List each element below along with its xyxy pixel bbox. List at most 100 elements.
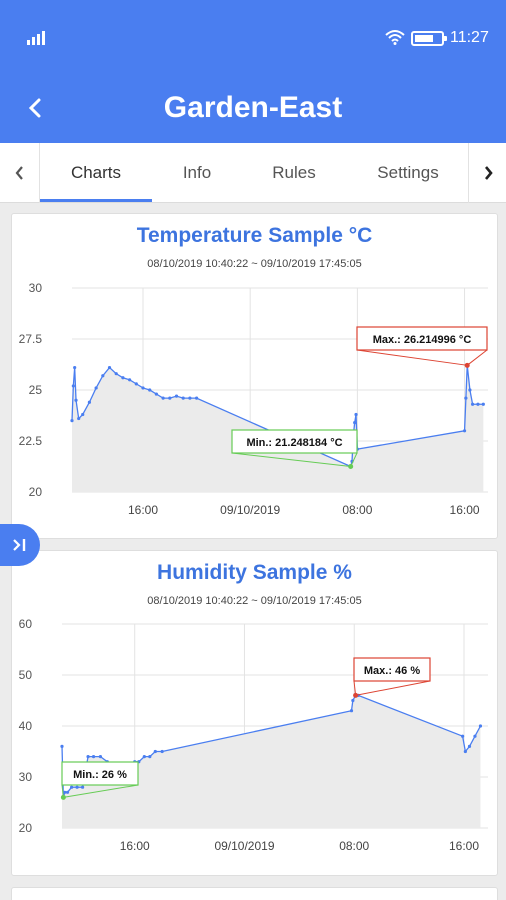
data-point bbox=[142, 755, 146, 759]
y-tick-label: 25 bbox=[29, 383, 43, 397]
data-point bbox=[65, 790, 70, 794]
tab-charts[interactable]: Charts bbox=[70, 163, 122, 182]
x-tick-label: 16:00 bbox=[450, 503, 480, 517]
next-chart-card bbox=[11, 887, 498, 900]
series-area bbox=[62, 695, 481, 828]
tab-settings[interactable]: Settings bbox=[377, 163, 439, 182]
expand-panel-button[interactable] bbox=[0, 524, 40, 566]
tab-scroll-left-button[interactable] bbox=[0, 143, 40, 203]
data-point bbox=[94, 386, 98, 390]
min-point bbox=[60, 794, 66, 800]
page-title: Garden-East bbox=[163, 91, 343, 124]
data-point bbox=[73, 365, 77, 370]
data-point bbox=[463, 749, 467, 754]
data-point bbox=[467, 744, 472, 748]
active-tab-indicator bbox=[40, 199, 152, 202]
max-label: Max.: 26.214996 °C bbox=[373, 334, 472, 346]
data-point bbox=[98, 755, 103, 759]
y-tick-label: 40 bbox=[19, 719, 33, 733]
y-tick-label: 60 bbox=[19, 617, 33, 631]
data-point bbox=[70, 785, 74, 789]
data-point bbox=[153, 749, 157, 754]
data-point bbox=[141, 386, 145, 390]
data-point bbox=[481, 402, 485, 406]
x-tick-label: 08:00 bbox=[342, 503, 372, 517]
data-point bbox=[60, 744, 64, 748]
data-point bbox=[63, 790, 67, 794]
y-tick-label: 27.5 bbox=[19, 332, 43, 346]
y-tick-label: 30 bbox=[29, 281, 43, 295]
data-point bbox=[461, 734, 465, 738]
max-point bbox=[353, 692, 359, 698]
data-point bbox=[168, 396, 172, 400]
data-point bbox=[81, 412, 85, 417]
chart-title: Humidity Sample % bbox=[157, 561, 352, 584]
chart-title: Temperature Sample °C bbox=[136, 224, 373, 247]
data-point bbox=[134, 382, 138, 386]
status-bar: 11:27 bbox=[0, 0, 506, 78]
data-point bbox=[476, 402, 480, 406]
humidity-chart: 20 30 40 50 60 16:00 09/10/2019 08:00 16:00 Max.:… bbox=[19, 617, 488, 853]
data-point bbox=[161, 396, 165, 400]
data-point bbox=[70, 419, 74, 423]
chart-date-range: 08/10/2019 10:40:22 ~ 09/10/2019 17:45:0… bbox=[147, 595, 362, 607]
data-point bbox=[154, 392, 159, 396]
data-point bbox=[148, 755, 152, 759]
min-label-box bbox=[61, 761, 139, 786]
min-label-box bbox=[231, 429, 358, 454]
data-point bbox=[194, 396, 199, 400]
max-marker-line bbox=[466, 349, 488, 366]
data-point bbox=[462, 429, 467, 433]
data-point bbox=[87, 400, 92, 404]
data-point bbox=[86, 755, 90, 759]
wifi-icon bbox=[385, 30, 405, 45]
x-tick-label: 08:00 bbox=[339, 839, 369, 853]
chevron-right-icon bbox=[484, 166, 493, 180]
data-point bbox=[75, 785, 79, 789]
data-point bbox=[349, 709, 354, 713]
humidity-chart-card: Humidity Sample % 08/10/2019 10:40:22 ~ … bbox=[11, 550, 498, 876]
x-tick-label: 16:00 bbox=[449, 839, 479, 853]
x-tick-label: 16:00 bbox=[120, 839, 150, 853]
max-point bbox=[464, 362, 470, 368]
data-point bbox=[114, 372, 118, 376]
min-label: Min.: 21.248184 °C bbox=[246, 437, 342, 449]
series-line bbox=[71, 365, 484, 468]
x-tick-label: 09/10/2019 bbox=[220, 503, 280, 517]
data-point bbox=[101, 374, 105, 378]
battery-icon bbox=[411, 31, 447, 46]
data-point bbox=[181, 396, 185, 400]
expand-right-icon bbox=[13, 539, 26, 551]
y-tick-label: 50 bbox=[19, 668, 33, 682]
data-point bbox=[77, 416, 81, 421]
max-label: Max.: 46 % bbox=[364, 665, 420, 677]
tab-rules[interactable]: Rules bbox=[272, 163, 316, 182]
temperature-chart-card: Temperature Sample °C 08/10/2019 10:40:2… bbox=[11, 213, 498, 539]
data-point bbox=[468, 388, 472, 392]
data-point bbox=[351, 698, 355, 703]
tab-bar: Charts Info Rules Settings bbox=[0, 143, 506, 203]
min-point bbox=[348, 464, 354, 469]
app-bar: 11:27 Garden-East bbox=[0, 0, 506, 143]
min-marker-line bbox=[63, 784, 139, 798]
back-arrow-icon[interactable] bbox=[22, 92, 50, 124]
max-label-box bbox=[353, 657, 431, 682]
data-point bbox=[478, 724, 483, 728]
temperature-chart: 20 22.5 25 27.5 30 16:00 09/10/2019 08:00 16:00 M… bbox=[19, 281, 488, 517]
max-marker-line bbox=[355, 680, 431, 696]
chart-date-range: 08/10/2019 10:40:22 ~ 09/10/2019 17:45:0… bbox=[147, 258, 362, 270]
tab-info[interactable]: Info bbox=[182, 163, 212, 182]
max-label-box bbox=[356, 326, 488, 351]
data-point bbox=[464, 396, 468, 400]
x-tick-label: 16:00 bbox=[128, 503, 158, 517]
data-point bbox=[148, 388, 152, 392]
data-point bbox=[107, 365, 112, 370]
data-point bbox=[71, 384, 75, 388]
tab-scroll-right-button[interactable] bbox=[468, 143, 506, 203]
data-point bbox=[128, 378, 132, 382]
y-tick-label: 20 bbox=[29, 485, 43, 499]
data-point bbox=[91, 755, 96, 759]
min-marker-line bbox=[231, 452, 351, 467]
data-point bbox=[188, 396, 192, 400]
data-point bbox=[121, 376, 125, 380]
